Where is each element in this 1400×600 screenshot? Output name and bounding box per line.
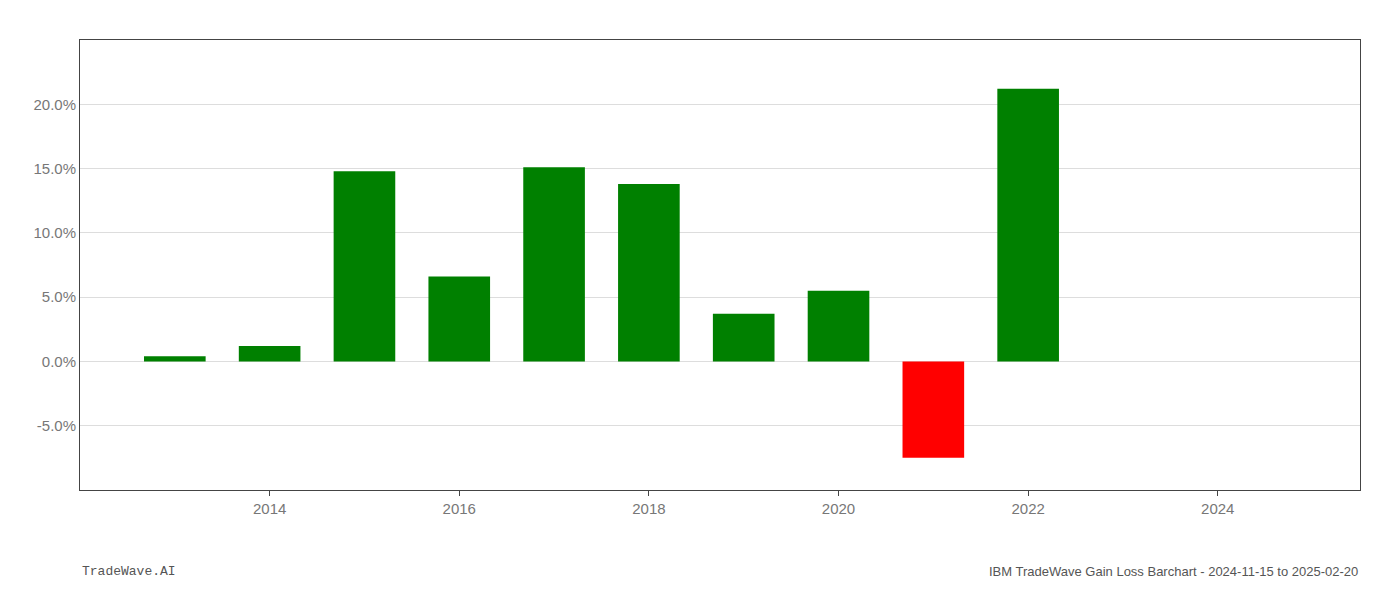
svg-text:2020: 2020 xyxy=(822,500,855,517)
svg-text:2016: 2016 xyxy=(443,500,476,517)
svg-text:10.0%: 10.0% xyxy=(33,224,76,241)
svg-text:2024: 2024 xyxy=(1201,500,1234,517)
svg-text:2018: 2018 xyxy=(632,500,665,517)
svg-text:TradeWave.AI: TradeWave.AI xyxy=(82,564,176,579)
svg-text:2014: 2014 xyxy=(253,500,286,517)
svg-text:15.0%: 15.0% xyxy=(33,160,76,177)
svg-text:-5.0%: -5.0% xyxy=(37,417,76,434)
svg-text:IBM TradeWave Gain Loss Barcha: IBM TradeWave Gain Loss Barchart - 2024-… xyxy=(989,564,1358,579)
svg-text:0.0%: 0.0% xyxy=(42,353,76,370)
svg-text:2022: 2022 xyxy=(1011,500,1044,517)
svg-text:20.0%: 20.0% xyxy=(33,96,76,113)
svg-text:5.0%: 5.0% xyxy=(42,288,76,305)
